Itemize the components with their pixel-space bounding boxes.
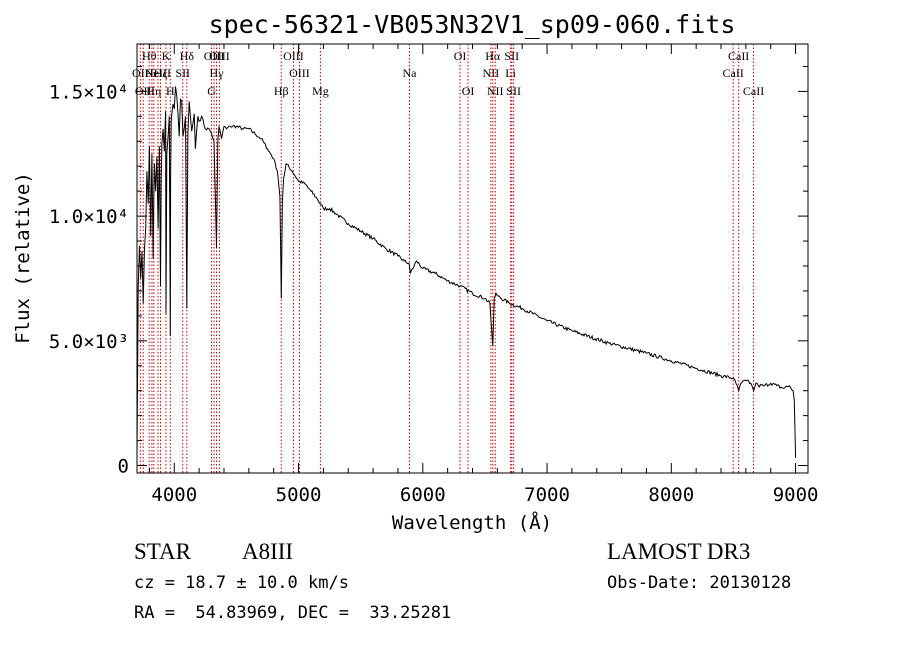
x-tick-label: 4000 [151,484,197,506]
line-marker-label: SII [504,49,519,63]
line-marker-label: H [166,84,175,98]
line-marker-label: Hβ [274,84,289,98]
line-marker-label: Mg [312,84,329,98]
coordinates-text: RA = 54.83969, DEC = 33.25281 [134,603,452,623]
y-tick-label: 0 [118,456,129,478]
x-tick-label: 6000 [400,484,446,506]
x-axis-label: Wavelength (Å) [392,511,552,534]
y-axis-label: Flux (relative) [12,172,34,344]
line-marker-label: Hδ [180,49,195,63]
y-tick-label: 5.0×10³ [49,331,129,353]
line-marker-label: OIII [289,66,310,80]
line-marker-label: NII [487,84,504,98]
x-tick-label: 9000 [773,484,819,506]
line-marker-label: NeIII [145,66,171,80]
line-marker-label: Li [505,66,516,80]
line-marker-label: Hζ [154,66,168,80]
emission-line-markers: OIIOIIHθHeHηNeIIIHζKHSIIHδGOIIIHγOIIIHβO… [132,44,764,473]
line-marker-label: CaII [728,49,749,63]
plot-frame [136,43,809,474]
line-marker-label: NII [483,66,500,80]
object-subclass: A8III [242,539,294,564]
line-marker-label: CaII [723,66,744,80]
redshift-text: cz = 18.7 ± 10.0 km/s [134,573,349,593]
y-axis: 0 5.0×10³ 1.0×10⁴ 1.5×10⁴ [49,65,808,478]
line-marker-label: OII [132,66,149,80]
line-marker-label: OI [462,84,475,98]
spectrum-line [136,86,797,459]
line-marker-label: SII [506,84,521,98]
line-marker-label: OI [454,49,467,63]
line-marker-label: Hθ [142,49,157,63]
x-tick-label: 7000 [524,484,570,506]
y-tick-label: 1.0×10⁴ [49,206,129,228]
object-class: STAR [134,539,191,564]
line-marker-label: SII [175,66,190,80]
line-marker-label: Hγ [210,66,225,80]
line-marker-label: K [162,49,171,63]
line-marker-label: Hη [146,84,161,98]
y-tick-label: 1.5×10⁴ [49,81,129,103]
line-marker-label: OIII [209,49,230,63]
line-marker-label: OIII [283,49,304,63]
observation-date: Obs-Date: 20130128 [607,573,792,593]
line-marker-label: Hα [485,49,501,63]
x-axis: 4000 5000 6000 7000 8000 9000 [148,44,819,506]
line-marker-label: He [145,66,159,80]
line-marker-label: G [207,84,216,98]
line-marker-label: CaII [743,84,764,98]
survey-name: LAMOST DR3 [607,539,751,564]
line-marker-label: Na [403,66,418,80]
x-tick-label: 8000 [648,484,694,506]
chart-title: spec-56321-VB053N32V1_sp09-060.fits [209,10,736,39]
x-tick-label: 5000 [276,484,322,506]
